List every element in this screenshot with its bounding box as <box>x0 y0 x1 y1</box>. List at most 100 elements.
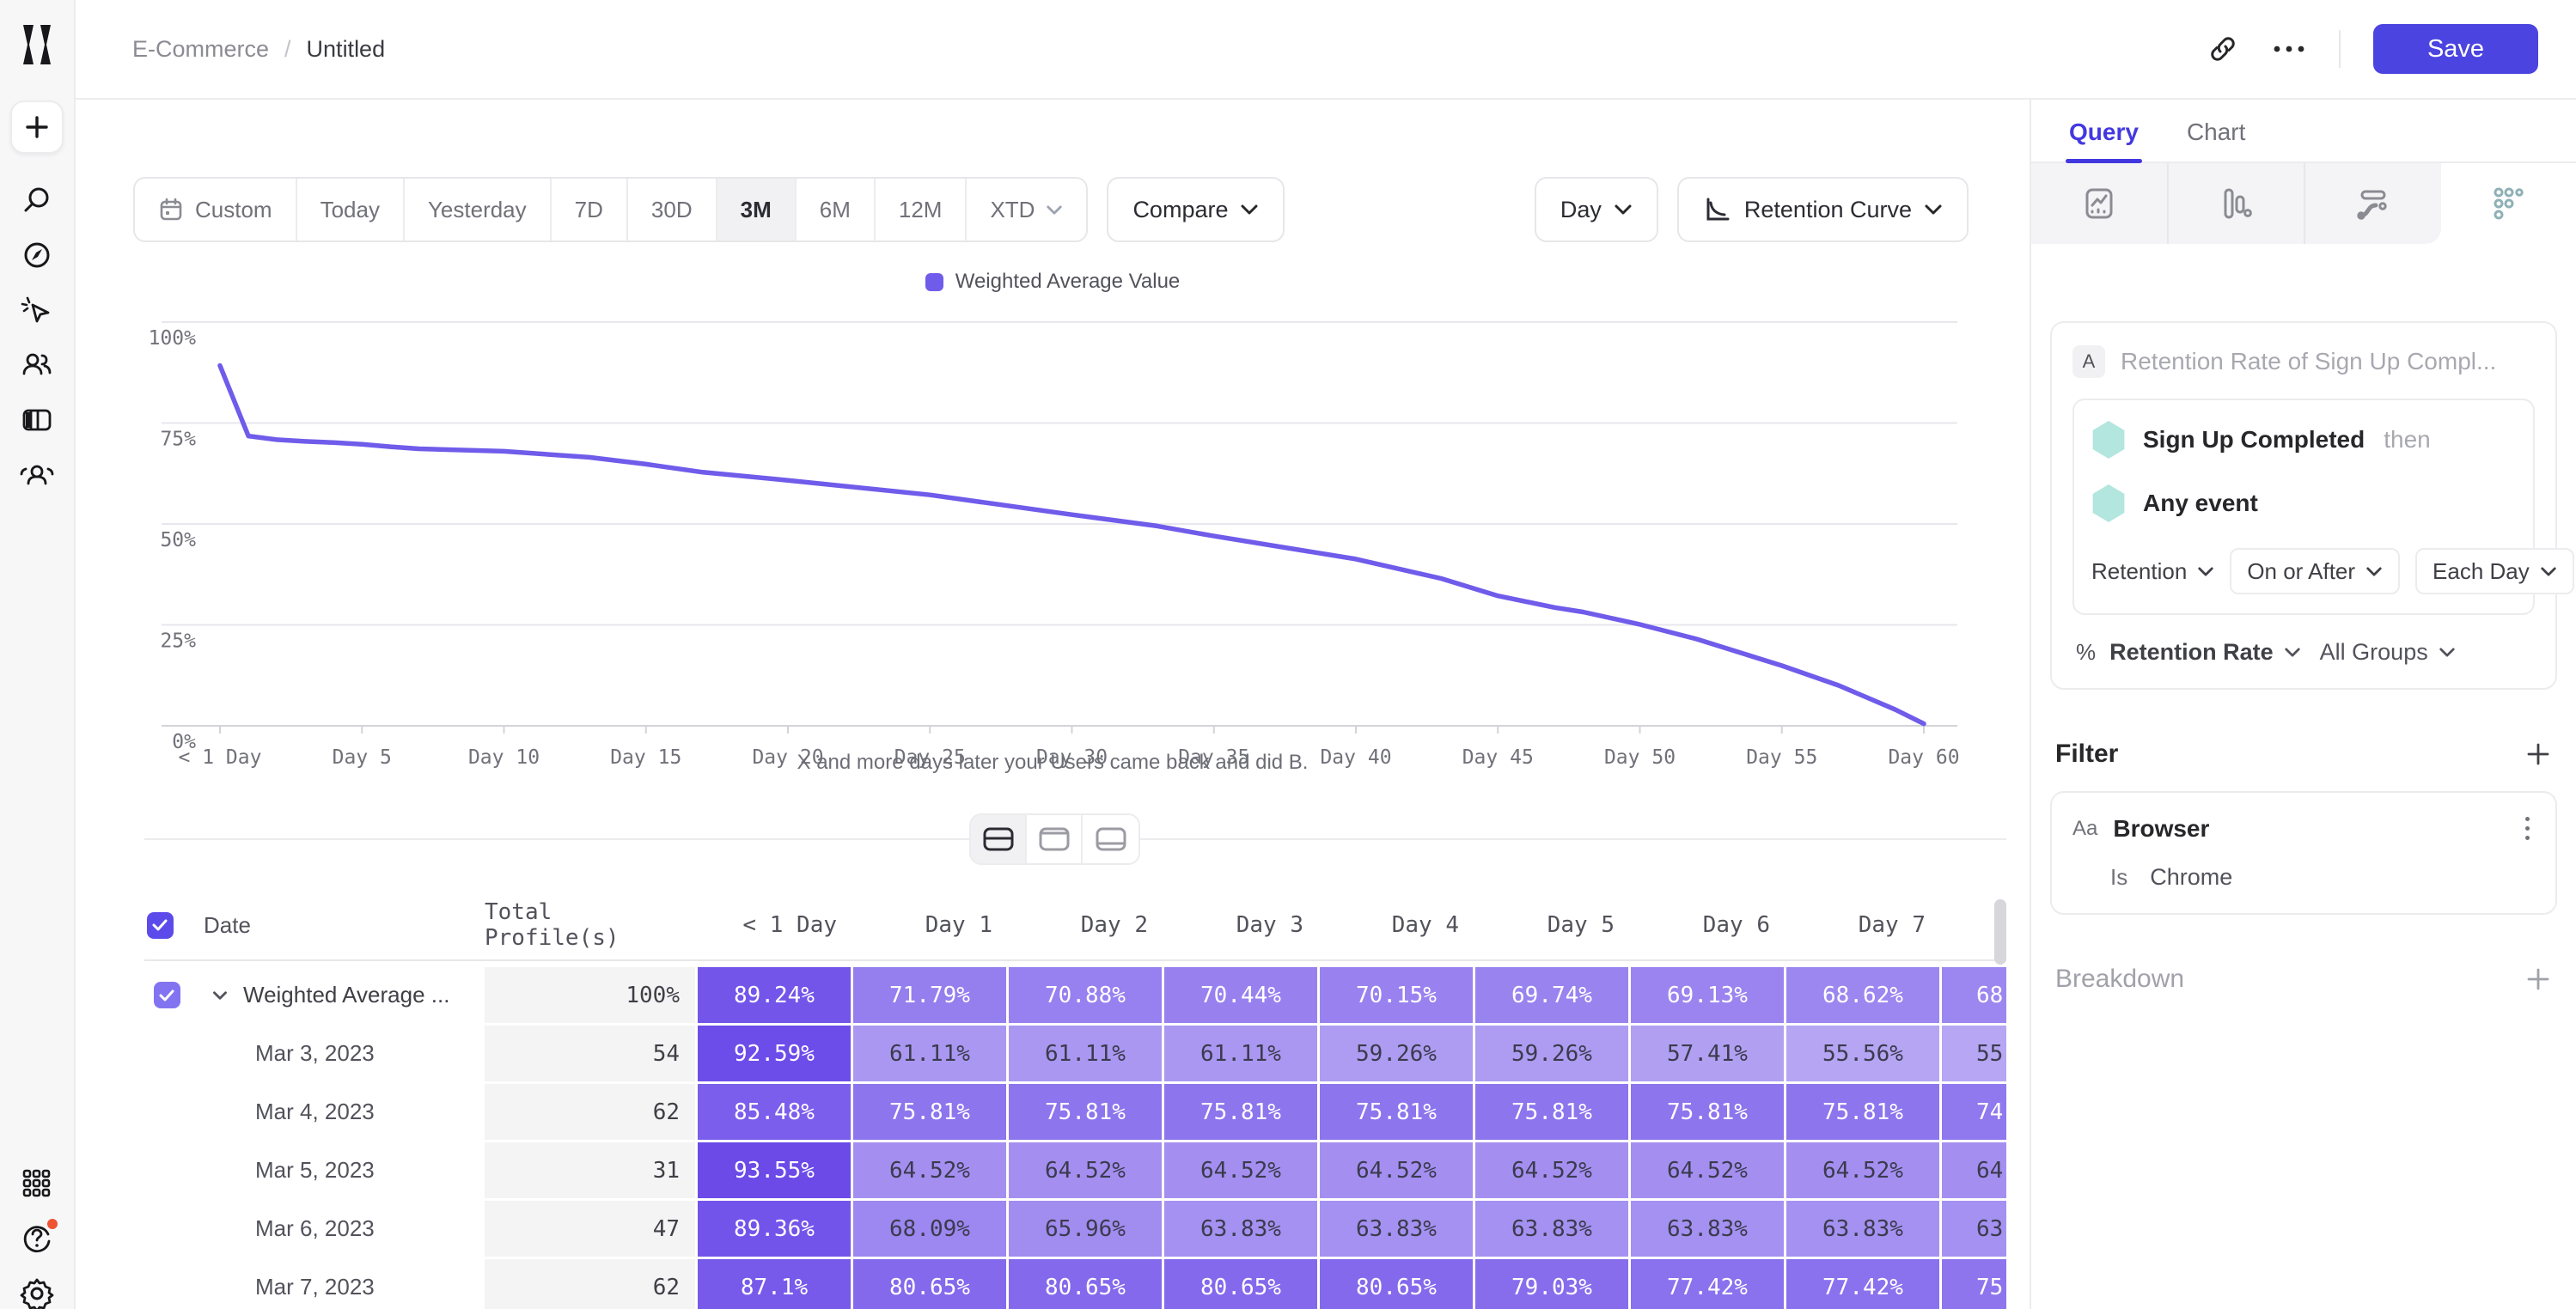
retention-cell[interactable]: 61.11% <box>1164 1026 1317 1081</box>
retention-cell[interactable]: 64.52% <box>1164 1142 1317 1198</box>
row-label[interactable]: Mar 4, 2023 <box>192 1084 482 1140</box>
retention-cell[interactable]: 59.26% <box>1320 1026 1473 1081</box>
retention-cell[interactable]: 80.65% <box>1009 1259 1162 1309</box>
tab-flows-icon[interactable] <box>2305 163 2441 244</box>
retention-cell[interactable]: 75.81% <box>1631 1084 1784 1140</box>
retention-cell[interactable]: 69.74% <box>1475 967 1628 1023</box>
retention-cell[interactable]: 75.81% <box>1164 1084 1317 1140</box>
table-scrollbar-thumb[interactable] <box>1994 899 2006 965</box>
save-button[interactable]: Save <box>2373 24 2538 74</box>
boards-icon[interactable] <box>10 393 64 447</box>
retention-cell-clipped[interactable]: 75 <box>1942 1259 2006 1309</box>
row-label[interactable]: Weighted Average ... <box>192 967 482 1023</box>
column-header[interactable]: Date <box>192 893 482 957</box>
chart-only-view-button[interactable] <box>1027 815 1083 863</box>
tab-insights-icon[interactable] <box>2031 163 2169 244</box>
filter-menu-icon[interactable] <box>2520 812 2535 845</box>
retention-cell[interactable]: 61.11% <box>1009 1026 1162 1081</box>
retention-cell[interactable]: 93.55% <box>698 1142 851 1198</box>
row-label[interactable]: Mar 7, 2023 <box>192 1259 482 1309</box>
retention-cell-clipped[interactable]: 64 <box>1942 1142 2006 1198</box>
retention-cell[interactable]: 63.83% <box>1320 1201 1473 1257</box>
retention-curve-line[interactable] <box>217 362 1926 727</box>
query-event-row[interactable]: Sign Up Completed then <box>2091 421 2516 459</box>
column-header[interactable]: Day 5 <box>1475 893 1628 957</box>
retention-cell-clipped[interactable]: 74 <box>1942 1084 2006 1140</box>
retention-cell[interactable]: 64.52% <box>1009 1142 1162 1198</box>
chart-type-dropdown[interactable]: Retention Curve <box>1676 177 1969 242</box>
query-event-row[interactable]: Any event <box>2091 484 2516 522</box>
table-only-view-button[interactable] <box>1083 815 1138 863</box>
range-6m[interactable]: 6M <box>796 179 876 240</box>
row-label[interactable]: Mar 5, 2023 <box>192 1142 482 1198</box>
query-title[interactable]: Retention Rate of Sign Up Compl... <box>2121 348 2497 374</box>
help-icon[interactable] <box>10 1211 64 1266</box>
groups-dropdown[interactable]: All Groups <box>2315 639 2456 666</box>
retention-cell[interactable]: 80.65% <box>1320 1259 1473 1309</box>
retention-cell[interactable]: 65.96% <box>1009 1201 1162 1257</box>
retention-cell[interactable]: 79.03% <box>1475 1259 1628 1309</box>
retention-cell[interactable]: 55.56% <box>1786 1026 1939 1081</box>
column-header[interactable]: Day 2 <box>1009 893 1162 957</box>
range-7d[interactable]: 7D <box>551 179 628 240</box>
filter-property[interactable]: Browser <box>2113 814 2210 842</box>
compare-button[interactable]: Compare <box>1107 177 1285 242</box>
filter-operator[interactable]: Is <box>2110 864 2128 890</box>
retention-cell-clipped[interactable]: 63 <box>1942 1201 2006 1257</box>
column-header[interactable]: Day 1 <box>853 893 1006 957</box>
tab-funnels-icon[interactable] <box>2168 163 2305 244</box>
retention-cell[interactable]: 63.83% <box>1786 1201 1939 1257</box>
column-header[interactable]: Day 3 <box>1164 893 1317 957</box>
retention-cell[interactable]: 57.41% <box>1631 1026 1784 1081</box>
new-report-button[interactable] <box>10 100 64 154</box>
retention-cell[interactable]: 89.24% <box>698 967 851 1023</box>
column-header[interactable]: Day 6 <box>1631 893 1784 957</box>
column-header[interactable]: < 1 Day <box>698 893 851 957</box>
add-filter-button[interactable] <box>2524 740 2552 768</box>
retention-cell[interactable]: 68.62% <box>1786 967 1939 1023</box>
retention-cell[interactable]: 61.11% <box>853 1026 1006 1081</box>
add-breakdown-button[interactable] <box>2524 965 2552 993</box>
retention-cell[interactable]: 70.15% <box>1320 967 1473 1023</box>
column-header[interactable]: Day 7 <box>1786 893 1939 957</box>
expand-chevron-icon[interactable] <box>209 990 231 1001</box>
retention-cell[interactable]: 64.52% <box>1320 1142 1473 1198</box>
retention-cell[interactable]: 70.88% <box>1009 967 1162 1023</box>
range-12m[interactable]: 12M <box>875 179 968 240</box>
range-yesterday[interactable]: Yesterday <box>404 179 552 240</box>
retention-window-dropdown[interactable]: On or After <box>2230 548 2401 594</box>
retention-interval-dropdown[interactable]: Each Day <box>2415 548 2574 594</box>
retention-cell[interactable]: 64.52% <box>1786 1142 1939 1198</box>
search-icon[interactable] <box>10 173 64 228</box>
breadcrumb-current[interactable]: Untitled <box>306 35 386 62</box>
retention-cell[interactable]: 75.81% <box>1475 1084 1628 1140</box>
split-view-button[interactable] <box>971 815 1027 863</box>
retention-cell[interactable]: 75.81% <box>1320 1084 1473 1140</box>
users-icon[interactable] <box>10 338 64 393</box>
retention-cell[interactable]: 87.1% <box>698 1259 851 1309</box>
retention-cell[interactable]: 77.42% <box>1631 1259 1784 1309</box>
retention-cell[interactable]: 77.42% <box>1786 1259 1939 1309</box>
retention-mode-dropdown[interactable]: Retention <box>2091 558 2214 585</box>
explore-compass-icon[interactable] <box>10 228 64 283</box>
retention-cell[interactable]: 71.79% <box>853 967 1006 1023</box>
magic-cursor-icon[interactable] <box>10 283 64 338</box>
row-label[interactable]: Mar 3, 2023 <box>192 1026 482 1081</box>
retention-cell[interactable]: 68.09% <box>853 1201 1006 1257</box>
range-custom[interactable]: Custom <box>135 179 297 240</box>
apps-grid-icon[interactable] <box>10 1156 64 1211</box>
retention-cell[interactable]: 75.81% <box>853 1084 1006 1140</box>
more-options-icon[interactable] <box>2272 44 2306 54</box>
retention-cell[interactable]: 64.52% <box>1475 1142 1628 1198</box>
retention-cell[interactable]: 75.81% <box>1009 1084 1162 1140</box>
range-xtd[interactable]: XTD <box>967 179 1087 240</box>
share-link-icon[interactable] <box>2207 33 2239 65</box>
range-today[interactable]: Today <box>296 179 405 240</box>
column-header[interactable]: Day 4 <box>1320 893 1473 957</box>
retention-cell[interactable]: 59.26% <box>1475 1026 1628 1081</box>
cohorts-icon[interactable] <box>10 447 64 502</box>
retention-cell[interactable]: 64.52% <box>853 1142 1006 1198</box>
range-30d[interactable]: 30D <box>627 179 717 240</box>
retention-cell[interactable]: 92.59% <box>698 1026 851 1081</box>
retention-cell[interactable]: 80.65% <box>853 1259 1006 1309</box>
